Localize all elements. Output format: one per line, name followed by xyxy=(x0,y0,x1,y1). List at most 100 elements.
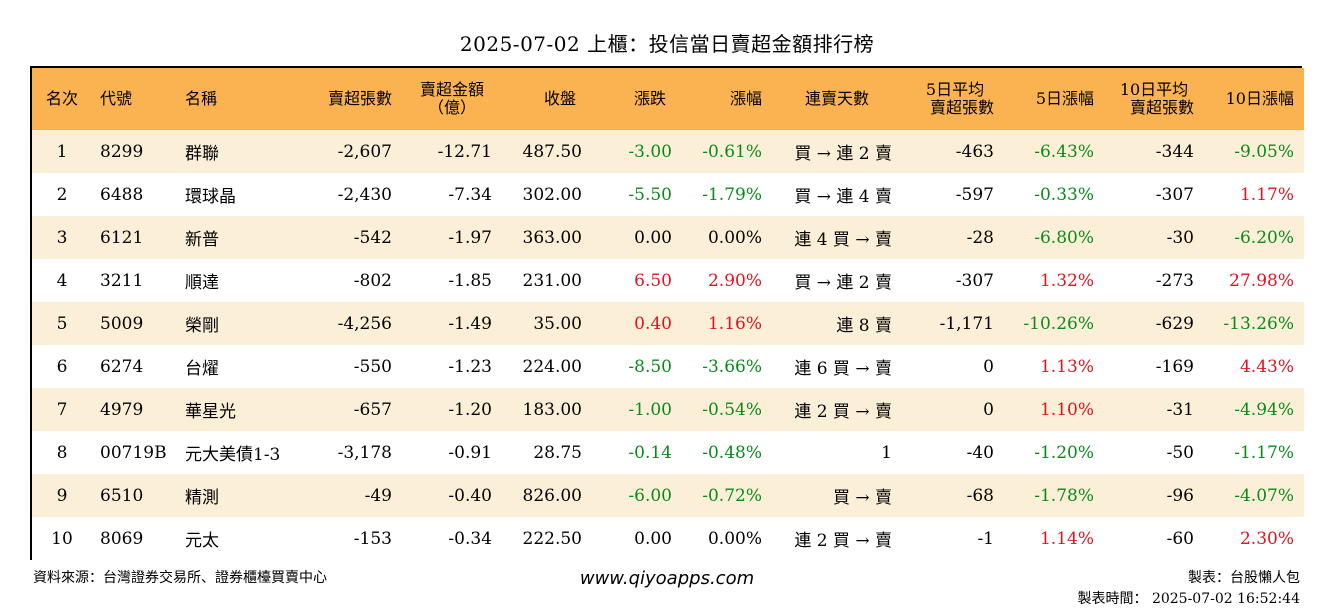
cell-rank: 6 xyxy=(56,356,68,377)
cell-name: 元太 xyxy=(185,531,219,551)
header-avg5-line1: 5日平均 xyxy=(925,80,985,99)
cell-name: 元大美債1-3 xyxy=(185,445,281,465)
header-row: 名次 代號 名稱 賣超張數 賣超金額 （億） 收盤 漲跌 漲幅 連賣天數 5日平… xyxy=(32,68,1304,130)
cell-chg10: -4.07% xyxy=(1234,485,1294,506)
cell-streak: 連 8 賣 xyxy=(836,316,892,336)
cell-chg5: 1.14% xyxy=(1039,528,1094,549)
page-title: 2025-07-02 上櫃：投信當日賣超金額排行榜 xyxy=(459,32,875,56)
cell-sell-shares: -4,256 xyxy=(337,313,392,334)
cell-close: 302.00 xyxy=(522,184,582,205)
header-name: 名稱 xyxy=(185,89,218,108)
cell-streak: 買 → 賣 xyxy=(832,488,892,508)
cell-change-pct: -0.72% xyxy=(702,485,762,506)
cell-sell-shares: -550 xyxy=(353,356,392,377)
header-avg10: 10日平均 賣超張數 xyxy=(1104,68,1204,130)
cell-streak: 連 2 買 → 賣 xyxy=(794,531,892,551)
cell-change: -6.00 xyxy=(628,485,672,506)
cell-chg5: -0.33% xyxy=(1034,184,1094,205)
cell-change: 0.00 xyxy=(634,227,672,248)
cell-sell-amount: -0.40 xyxy=(448,485,492,506)
cell-change: -8.50 xyxy=(628,356,672,377)
header-avg10-line2: 賣超張數 xyxy=(1129,98,1194,117)
header-sell-amount: 賣超金額 （億） xyxy=(402,68,502,130)
cell-chg10: -13.26% xyxy=(1223,313,1294,334)
cell-rank: 9 xyxy=(56,485,68,506)
cell-avg10: -273 xyxy=(1155,270,1194,291)
cell-rank: 8 xyxy=(56,442,68,463)
cell-close: 231.00 xyxy=(522,270,582,291)
cell-close: 224.00 xyxy=(522,356,582,377)
cell-avg10: -307 xyxy=(1155,184,1194,205)
cell-sell-amount: -1.20 xyxy=(448,399,492,420)
cell-rank: 4 xyxy=(56,270,68,291)
cell-code: 6510 xyxy=(100,485,144,506)
cell-chg10: -1.17% xyxy=(1234,442,1294,463)
header-change-pct: 漲幅 xyxy=(729,89,762,108)
cell-streak: 1 xyxy=(881,442,892,463)
cell-avg5: -307 xyxy=(955,270,994,291)
cell-chg10: 2.30% xyxy=(1239,528,1294,549)
cell-code: 4979 xyxy=(100,399,144,420)
table-row: 1 8299 群聯 -2,607 -12.71 487.50 -3.00 -0.… xyxy=(32,130,1304,173)
cell-code: 8299 xyxy=(100,141,144,162)
cell-avg5: 0 xyxy=(983,356,994,377)
cell-avg5: -40 xyxy=(966,442,994,463)
cell-rank: 7 xyxy=(56,399,68,420)
cell-chg10: -4.94% xyxy=(1234,399,1294,420)
cell-avg10: -50 xyxy=(1166,442,1194,463)
cell-chg5: -1.20% xyxy=(1034,442,1094,463)
cell-sell-amount: -7.34 xyxy=(448,184,492,205)
header-chg10: 10日漲幅 xyxy=(1225,89,1294,108)
table-row: 7 4979 華星光 -657 -1.20 183.00 -1.00 -0.54… xyxy=(32,388,1304,431)
cell-sell-amount: -1.23 xyxy=(448,356,492,377)
cell-change-pct: -3.66% xyxy=(702,356,762,377)
cell-chg5: -10.26% xyxy=(1023,313,1094,334)
generated-timestamp: 製表時間： 2025-07-02 16:52:44 xyxy=(1077,591,1301,607)
cell-name: 精測 xyxy=(185,488,219,508)
header-change: 漲跌 xyxy=(633,89,666,108)
cell-avg10: -169 xyxy=(1155,356,1194,377)
table-row: 5 5009 榮剛 -4,256 -1.49 35.00 0.40 1.16% … xyxy=(32,302,1304,345)
cell-change: -5.50 xyxy=(628,184,672,205)
website-link[interactable]: www.qiyoapps.com xyxy=(579,568,755,589)
cell-rank: 1 xyxy=(56,141,68,162)
data-source-note: 資料來源：台灣證券交易所、證券櫃檯買賣中心 xyxy=(33,570,327,586)
cell-change-pct: 2.90% xyxy=(707,270,762,291)
cell-avg10: -629 xyxy=(1155,313,1194,334)
cell-chg5: 1.13% xyxy=(1039,356,1094,377)
cell-sell-shares: -802 xyxy=(353,270,392,291)
cell-sell-amount: -0.91 xyxy=(448,442,492,463)
cell-code: 00719B xyxy=(100,442,167,463)
cell-avg10: -31 xyxy=(1166,399,1194,420)
cell-chg5: -6.80% xyxy=(1034,227,1094,248)
header-avg5: 5日平均 賣超張數 xyxy=(902,68,1004,130)
table-body: 1 8299 群聯 -2,607 -12.71 487.50 -3.00 -0.… xyxy=(32,130,1304,560)
cell-rank: 3 xyxy=(56,227,68,248)
cell-change-pct: 1.16% xyxy=(707,313,762,334)
cell-change: -0.14 xyxy=(628,442,672,463)
cell-avg5: -597 xyxy=(955,184,994,205)
cell-close: 28.75 xyxy=(533,442,582,463)
cell-avg10: -96 xyxy=(1166,485,1194,506)
cell-close: 487.50 xyxy=(522,141,582,162)
header-chg5: 5日漲幅 xyxy=(1035,89,1094,108)
cell-sell-shares: -3,178 xyxy=(337,442,392,463)
ranking-table: 名次 代號 名稱 賣超張數 賣超金額 （億） 收盤 漲跌 漲幅 連賣天數 5日平… xyxy=(32,68,1304,560)
cell-name: 華星光 xyxy=(185,402,236,422)
cell-change-pct: -0.48% xyxy=(702,442,762,463)
cell-name: 順達 xyxy=(185,273,219,293)
cell-sell-shares: -657 xyxy=(353,399,392,420)
cell-change: 6.50 xyxy=(634,270,672,291)
cell-avg5: -68 xyxy=(966,485,994,506)
cell-close: 35.00 xyxy=(533,313,582,334)
table-row: 3 6121 新普 -542 -1.97 363.00 0.00 0.00% 連… xyxy=(32,216,1304,259)
cell-rank: 2 xyxy=(56,184,68,205)
cell-name: 環球晶 xyxy=(185,187,236,207)
cell-sell-amount: -12.71 xyxy=(437,141,492,162)
header-sell-amount-line1: 賣超金額 xyxy=(419,80,484,99)
header-streak: 連賣天數 xyxy=(804,89,869,108)
header-rank: 名次 xyxy=(45,89,78,108)
cell-change-pct: -1.79% xyxy=(702,184,762,205)
cell-code: 8069 xyxy=(100,528,144,549)
cell-avg10: -344 xyxy=(1155,141,1194,162)
